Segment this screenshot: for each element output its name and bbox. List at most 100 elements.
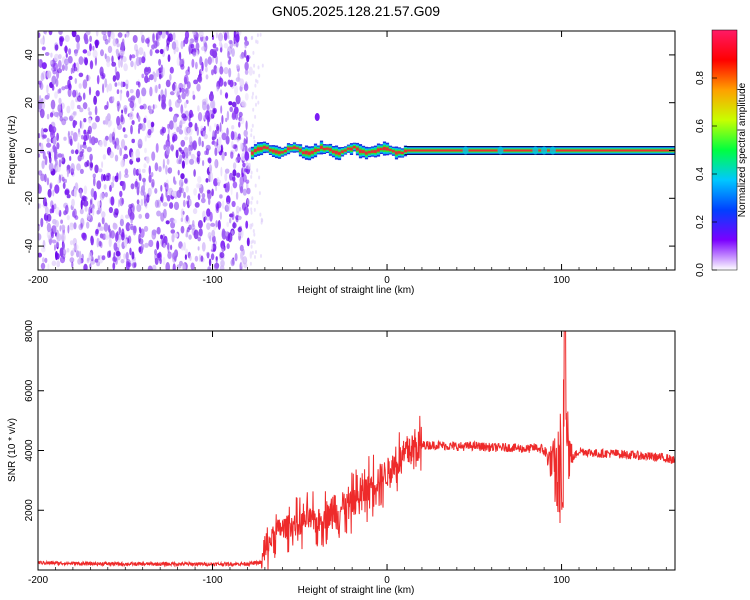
noise-point	[211, 99, 216, 110]
noise-point	[244, 151, 250, 161]
noise-point	[249, 251, 252, 259]
noise-point	[235, 33, 240, 43]
noise-point	[176, 190, 182, 198]
noise-point	[214, 129, 217, 140]
noise-point	[89, 199, 93, 205]
noise-point	[73, 222, 77, 230]
noise-point	[89, 43, 92, 52]
signal-band-segment	[352, 146, 357, 149]
noise-point	[229, 172, 233, 181]
noise-point	[129, 247, 132, 256]
noise-point	[185, 214, 189, 222]
snr-series-line	[38, 331, 675, 570]
noise-point	[166, 158, 170, 165]
noise-point	[147, 39, 150, 48]
noise-point	[86, 74, 89, 82]
signal-band-segment	[376, 148, 381, 152]
noise-point	[58, 31, 63, 35]
signal-band-segment	[322, 147, 327, 151]
noise-point	[185, 152, 189, 159]
noise-point	[123, 134, 128, 139]
noise-point	[253, 240, 256, 245]
noise-point	[101, 255, 106, 261]
noise-point	[191, 58, 195, 68]
noise-point	[70, 99, 75, 110]
noise-point	[65, 53, 68, 58]
noise-point	[119, 218, 124, 227]
noise-point	[144, 242, 149, 248]
noise-point	[231, 125, 235, 130]
noise-point	[104, 78, 108, 88]
noise-point	[234, 253, 238, 262]
noise-point	[51, 85, 55, 91]
noise-point	[119, 197, 124, 207]
noise-point	[137, 138, 143, 149]
noise-point	[123, 63, 128, 72]
noise-point	[210, 253, 215, 261]
noise-point	[253, 207, 256, 212]
noise-point	[223, 67, 229, 75]
noise-point	[215, 185, 218, 192]
signal-band-segment	[250, 151, 255, 155]
noise-point	[170, 244, 173, 251]
noise-point	[114, 208, 119, 214]
noise-point	[156, 210, 162, 217]
noise-point	[259, 212, 262, 217]
noise-point	[93, 95, 97, 106]
noise-point	[260, 254, 262, 258]
signal-band-segment	[283, 150, 288, 153]
noise-point	[197, 193, 201, 201]
noise-point	[141, 34, 145, 44]
noise-point	[148, 74, 154, 81]
noise-point	[158, 83, 161, 89]
noise-point	[212, 235, 216, 243]
noise-point	[197, 112, 203, 122]
noise-point	[190, 153, 195, 160]
noise-point	[38, 153, 41, 158]
noise-point	[112, 75, 117, 82]
noise-point	[114, 154, 119, 162]
noise-point	[254, 114, 257, 119]
noise-point	[112, 223, 118, 230]
noise-point	[151, 172, 154, 177]
signal-band-segment	[358, 149, 363, 154]
noise-point	[178, 94, 181, 100]
noise-point	[208, 197, 211, 206]
noise-point	[80, 199, 83, 210]
noise-point	[57, 153, 63, 158]
noise-point	[162, 202, 168, 207]
noise-point	[95, 115, 100, 123]
noise-point	[85, 31, 91, 36]
noise-point	[184, 36, 189, 45]
noise-point	[86, 50, 92, 57]
noise-point	[112, 96, 115, 102]
noise-point	[231, 200, 236, 208]
noise-point	[91, 122, 97, 130]
noise-point	[75, 34, 81, 43]
noise-point	[38, 252, 42, 258]
noise-point	[248, 66, 253, 76]
signal-band-segment	[304, 150, 309, 155]
noise-point	[228, 101, 233, 106]
noise-point	[142, 177, 146, 183]
noise-point	[79, 151, 84, 158]
noise-point	[235, 77, 241, 82]
noise-point	[200, 255, 204, 262]
noise-point	[59, 35, 64, 42]
noise-point	[221, 200, 225, 210]
noise-point	[49, 112, 54, 118]
noise-point	[219, 265, 225, 270]
noise-point	[70, 149, 75, 154]
signal-band-segment	[292, 146, 297, 149]
noise-point	[126, 32, 129, 38]
noise-point	[58, 159, 62, 168]
noise-point	[103, 222, 109, 232]
signal-band-segment	[289, 147, 294, 150]
noise-point	[188, 146, 192, 155]
noise-point	[224, 204, 229, 212]
noise-point	[94, 105, 98, 116]
noise-point	[199, 56, 203, 66]
noise-point	[237, 226, 242, 233]
noise-point	[123, 238, 128, 247]
noise-point	[184, 254, 187, 260]
